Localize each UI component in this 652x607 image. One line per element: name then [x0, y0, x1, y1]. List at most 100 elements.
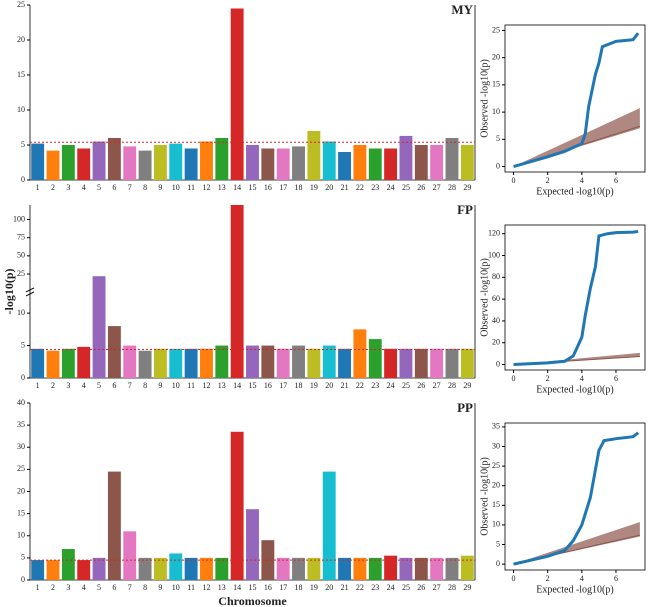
- y-axis-label: Observed -log10(p): [479, 457, 490, 536]
- snp-column: [384, 555, 398, 580]
- x-tick-label: 17: [279, 183, 287, 192]
- panel-title: MY: [451, 2, 473, 17]
- x-tick-label: 4: [82, 381, 86, 390]
- y-tick-label: 0: [496, 559, 500, 568]
- x-tick-label: 6: [614, 176, 618, 185]
- snp-column: [200, 348, 213, 378]
- x-tick-label: 22: [356, 583, 364, 592]
- y-tick-label: 20: [492, 52, 500, 61]
- y-tick-label: 15: [17, 70, 25, 79]
- x-tick-label: 27: [433, 183, 441, 192]
- x-tick-label: 10: [172, 583, 180, 592]
- snp-column: [215, 138, 229, 180]
- x-tick-label: 27: [433, 381, 441, 390]
- x-tick-label: 20: [325, 583, 333, 592]
- x-tick-label: 8: [143, 381, 147, 390]
- y-tick-label: 35: [17, 420, 25, 429]
- x-tick-label: 2: [546, 176, 550, 185]
- snp-column: [430, 348, 444, 378]
- snp-column: [107, 138, 121, 180]
- x-tick-label: 4: [580, 574, 584, 583]
- snp-column: [414, 145, 428, 180]
- snp-column: [307, 131, 321, 180]
- x-tick-label: 26: [417, 381, 425, 390]
- axes: [504, 422, 646, 571]
- x-axis-label: Expected -log10(p): [536, 584, 613, 595]
- y-tick-label: 15: [17, 508, 25, 517]
- x-axis-label: Expected -log10(p): [536, 186, 613, 197]
- y-tick-label: 10: [17, 531, 25, 540]
- x-tick-label: 15: [249, 381, 257, 390]
- x-tick-label: 19: [310, 183, 318, 192]
- snp-column: [138, 350, 152, 378]
- x-tick-label: 3: [66, 381, 70, 390]
- snp-column: [430, 557, 444, 580]
- x-tick-label: 13: [218, 183, 226, 192]
- x-tick-label: 28: [448, 183, 456, 192]
- y-axis-label: Observed -log10(p): [479, 59, 490, 138]
- x-tick-label: 7: [128, 583, 132, 592]
- x-tick-label: 8: [143, 183, 147, 192]
- x-tick-label: 23: [371, 381, 379, 390]
- snp-column: [430, 145, 444, 180]
- x-tick-label: 11: [187, 583, 195, 592]
- snp-column: [338, 348, 352, 378]
- snp-column: [138, 150, 152, 180]
- y-tick-label: 80: [492, 272, 500, 281]
- x-tick-label: 29: [463, 583, 471, 592]
- x-tick-label: 0: [512, 574, 516, 583]
- x-tick-label: 27: [433, 583, 441, 592]
- snp-column: [230, 8, 244, 180]
- y-tick-label: 5: [21, 553, 25, 562]
- snp-column: [246, 345, 259, 378]
- x-tick-label: 29: [463, 381, 471, 390]
- x-tick-label: 28: [448, 583, 456, 592]
- snp-column: [77, 346, 91, 378]
- snp-column: [460, 348, 474, 378]
- y-tick-label: 25: [17, 0, 25, 9]
- y-tick-label: 5: [21, 140, 25, 149]
- expected-band: [513, 108, 640, 167]
- x-tick-label: 9: [158, 381, 162, 390]
- x-tick-label: 5: [97, 381, 101, 390]
- snp-column: [322, 345, 336, 378]
- x-tick-label: 16: [264, 183, 272, 192]
- snp-column: [368, 148, 382, 180]
- x-tick-label: 8: [143, 583, 147, 592]
- y-tick-label: 25: [492, 25, 500, 34]
- x-tick-label: 4: [82, 183, 86, 192]
- x-tick-label: 29: [463, 183, 471, 192]
- snp-column: [338, 152, 352, 180]
- x-tick-label: 24: [387, 381, 395, 390]
- snp-column: [123, 345, 137, 378]
- x-tick-label: 22: [356, 381, 364, 390]
- snp-column: [61, 145, 75, 180]
- snp-column: [292, 557, 305, 580]
- snp-column: [107, 471, 121, 580]
- x-tick-label: 22: [356, 183, 364, 192]
- x-tick-label: 14: [233, 381, 241, 390]
- x-tick-label: 2: [51, 381, 55, 390]
- snp-column: [261, 148, 275, 180]
- x-tick-label: 2: [51, 583, 55, 592]
- snp-column: [31, 143, 45, 180]
- snp-column: [31, 348, 45, 378]
- y-tick-label: 15: [492, 500, 500, 509]
- snp-column: [184, 148, 198, 180]
- snp-column: [276, 348, 290, 378]
- y-tick-label: 20: [492, 481, 500, 490]
- snp-column: [138, 557, 152, 580]
- y-tick-label: 20: [17, 35, 25, 44]
- qq-line: [513, 32, 640, 168]
- snp-column: [46, 560, 60, 580]
- y-tick-label: 75: [17, 233, 25, 242]
- snp-column: [92, 141, 106, 180]
- snp-column: [153, 145, 167, 180]
- x-tick-label: 18: [295, 183, 303, 192]
- x-tick-label: 6: [112, 183, 116, 192]
- snp-column: [353, 557, 367, 580]
- snp-column: [153, 557, 167, 580]
- x-tick-label: 21: [341, 381, 349, 390]
- x-tick-label: 20: [325, 381, 333, 390]
- y-tick-label: 30: [492, 441, 500, 450]
